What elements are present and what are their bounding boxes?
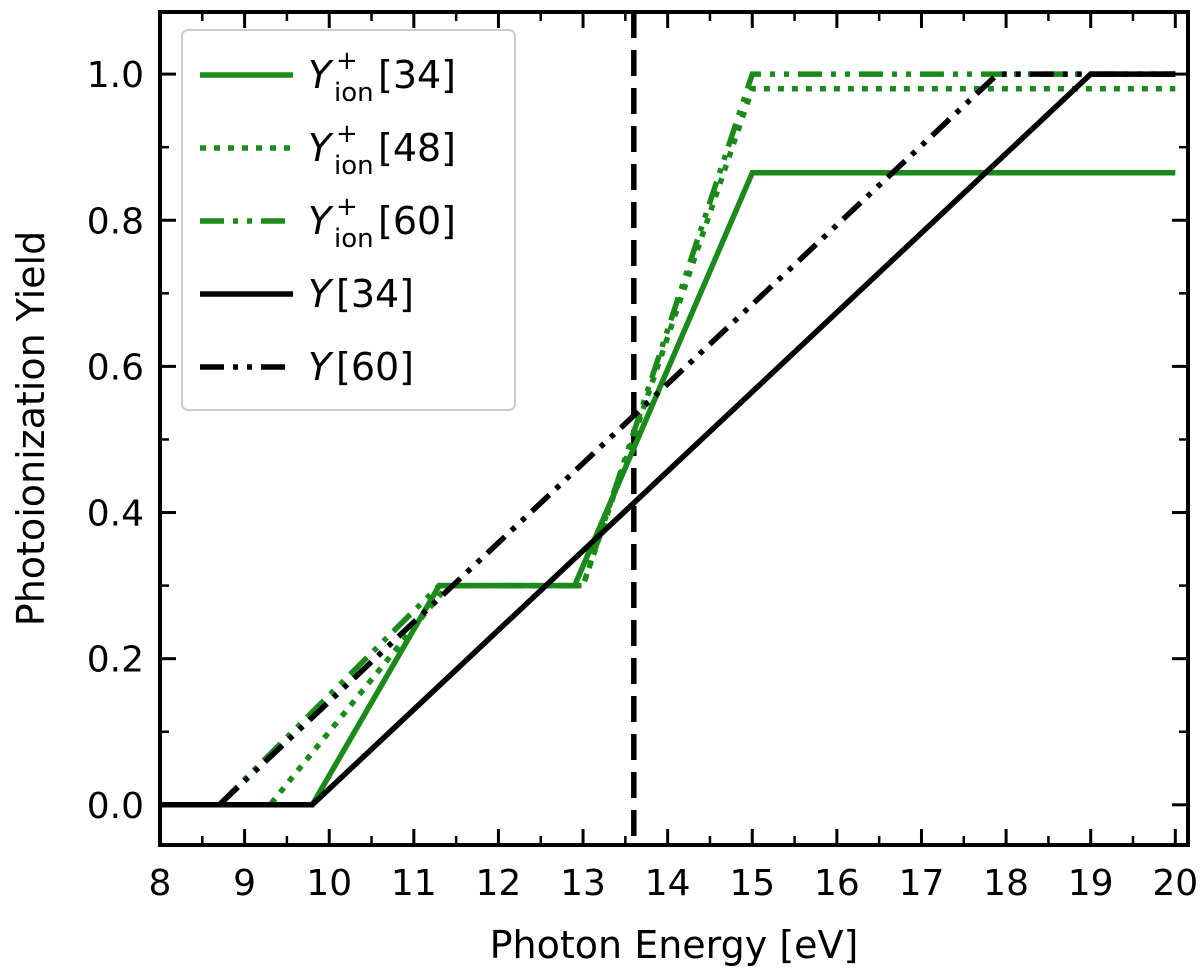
legend-superscript: +: [336, 192, 358, 222]
legend-suffix: [34]: [378, 53, 456, 97]
legend-label-5: Y: [308, 345, 334, 389]
x-tick-label: 10: [306, 863, 352, 904]
y-axis-label: Photoionization Yield: [9, 231, 53, 626]
legend-superscript: +: [336, 119, 358, 149]
x-tick-label: 16: [814, 863, 860, 904]
legend-suffix: [48]: [378, 126, 456, 170]
x-tick-label: 12: [476, 863, 522, 904]
legend-superscript: +: [336, 46, 358, 76]
legend-label-2: Y: [308, 126, 334, 170]
x-tick-label: 20: [1152, 863, 1198, 904]
legend-symbol: Y: [308, 199, 334, 243]
legend-subscript: ion: [334, 151, 374, 181]
x-axis-label: Photon Energy [eV]: [490, 923, 859, 967]
y-tick-label: 0.4: [87, 494, 144, 535]
x-tick-label: 17: [899, 863, 945, 904]
x-tick-label: 18: [983, 863, 1029, 904]
legend-label-4: Y: [308, 272, 334, 316]
y-tick-label: 0.0: [87, 786, 144, 827]
y-tick-label: 1.0: [87, 55, 144, 96]
x-tick-label: 19: [1068, 863, 1114, 904]
legend: Y +ion [34]Y +ion [48]Y +ion [60]Y [34]Y [60]: [181, 29, 516, 411]
x-tick-label: 8: [149, 863, 172, 904]
x-tick-label: 15: [729, 863, 775, 904]
x-tick-label: 9: [233, 863, 256, 904]
legend-suffix: [60]: [378, 199, 456, 243]
plot-frame: [158, 10, 1190, 847]
y-tick-label: 0.2: [87, 640, 144, 681]
legend-box: [181, 29, 516, 411]
y-tick-label: 0.6: [87, 347, 144, 388]
axes: 8 9 10 11 12 13 14 15 16 17 18 19 20 0.0 0.2 0.4 0.6 0.8 1…: [87, 10, 1198, 904]
legend-symbol: Y: [308, 345, 334, 389]
legend-suffix: [34]: [336, 272, 414, 316]
legend-label-1: Y: [308, 53, 334, 97]
y-tick-label: 0.8: [87, 201, 144, 242]
x-tick-label: 13: [560, 863, 606, 904]
legend-symbol: Y: [308, 126, 334, 170]
series-line-4: [160, 71, 1176, 808]
legend-suffix: [60]: [336, 345, 414, 389]
legend-symbol: Y: [308, 53, 334, 97]
legend-label-3: Y: [308, 199, 334, 243]
x-tick-label: 14: [645, 863, 691, 904]
plot-area: [160, 12, 1176, 845]
x-tick-label: 11: [391, 863, 437, 904]
series-line-2: [160, 85, 1176, 808]
legend-symbol: Y: [308, 272, 334, 316]
legend-subscript: ion: [334, 78, 374, 108]
legend-subscript: ion: [334, 224, 374, 254]
